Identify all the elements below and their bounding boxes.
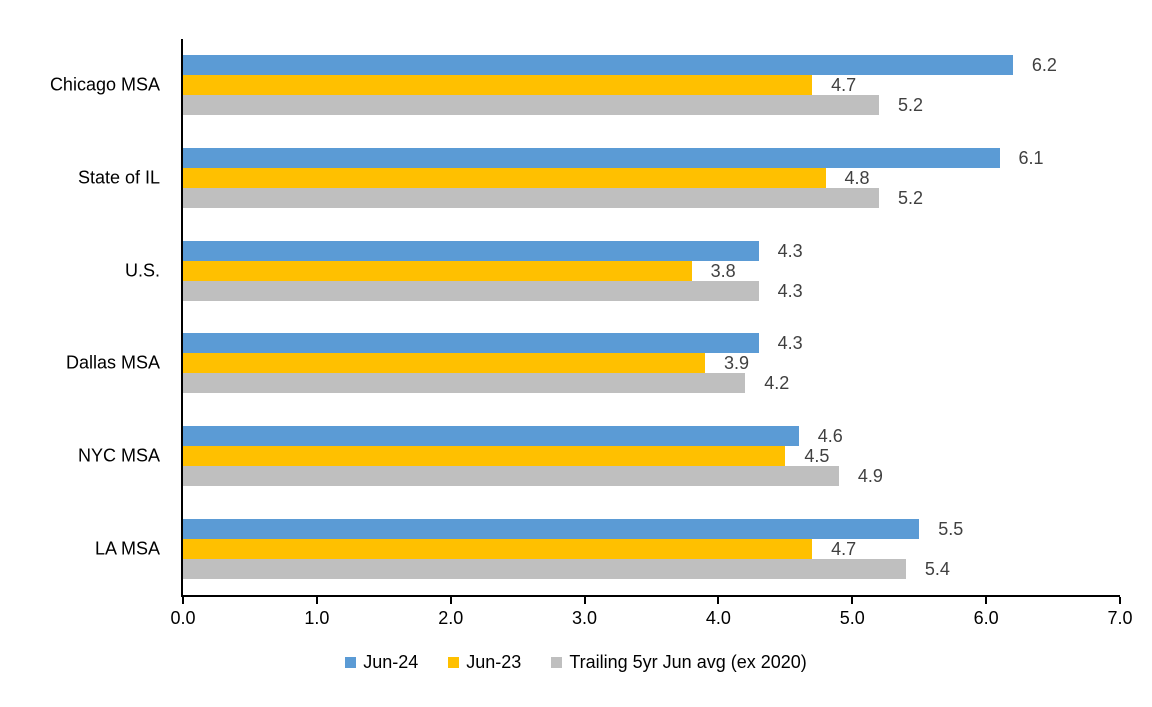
x-axis-tick-label: 6.0: [973, 608, 999, 628]
bar-jun-23-state-of-il: 4.8: [183, 168, 870, 188]
bar-trailing-5yr-jun-avg-ex-2020-nyc-msa: 4.9: [183, 466, 883, 486]
bar-jun-23-dallas-msa: 3.9: [183, 353, 749, 374]
x-axis-tick-mark: [182, 597, 184, 604]
bar-trailing-5yr-jun-avg-ex-2020-chicago-msa: 5.2: [183, 95, 923, 116]
bar-trailing-5yr-jun-avg-ex-2020-state-of-il: 5.2: [183, 188, 923, 208]
bar-jun-24-la-msa: 5.5: [183, 518, 963, 539]
bar-trailing-5yr-jun-avg-ex-2020-dallas-msa: 4.2: [183, 373, 789, 394]
bar-value-label: 4.3: [777, 240, 803, 261]
bar-value-label: 4.8: [844, 168, 870, 188]
bar-jun-24-u-s: 4.3: [183, 240, 803, 261]
legend-label: Jun-23: [466, 652, 522, 672]
x-axis-tick-label: 5.0: [839, 608, 865, 628]
bar-jun-23-u-s: 3.8: [183, 260, 736, 281]
plot-area: 6.2 4.7 5.2 6.1 4.8 5.2 4.3 3.8 4.3 4.3 3.9 4.2 4.6 4…: [170, 39, 1133, 628]
bar-value-label: 5.2: [898, 95, 924, 116]
legend: Jun-24 Jun-23 Trailing 5yr Jun avg (ex 202…: [0, 652, 1152, 673]
legend-item-trailing-5yr-jun-avg-ex-2020: Trailing 5yr Jun avg (ex 2020): [551, 652, 807, 673]
legend-label: Jun-24: [363, 652, 419, 672]
category-label-la-msa: LA MSA: [94, 538, 160, 559]
x-axis-tick-mark: [315, 597, 318, 604]
x-axis-tick-mark: [717, 597, 720, 604]
bar-jun-23-chicago-msa: 4.7: [183, 75, 856, 96]
category-label-dallas-msa: Dallas MSA: [65, 352, 160, 373]
bar-jun-24-nyc-msa: 4.6: [183, 426, 843, 446]
bar-trailing-5yr-jun-avg-ex-2020-u-s: 4.3: [183, 280, 803, 301]
x-axis-tick-mark: [985, 597, 988, 604]
x-axis-tick-label: 4.0: [705, 608, 731, 628]
legend-label: Trailing 5yr Jun avg (ex 2020): [569, 652, 807, 672]
bar-value-label: 6.1: [1018, 148, 1044, 168]
x-axis-tick-label: 1.0: [304, 608, 330, 628]
bar-value-label: 4.3: [777, 280, 803, 301]
legend-swatch-icon: [448, 657, 460, 668]
x-axis-tick-mark: [1119, 597, 1121, 604]
category-label-nyc-msa: NYC MSA: [77, 445, 160, 466]
legend-item-jun-24: Jun-24: [345, 652, 418, 673]
category-label-chicago-msa: Chicago MSA: [49, 74, 160, 95]
bar-jun-24-state-of-il: 6.1: [183, 148, 1044, 168]
x-axis-tick-label: 2.0: [438, 608, 464, 628]
bar-jun-24-chicago-msa: 6.2: [183, 55, 1057, 76]
x-axis-tick-label: 0.0: [170, 608, 196, 628]
x-axis-tick-mark: [583, 597, 586, 604]
x-axis-tick-mark: [851, 597, 854, 604]
category-label-state-of-il: State of IL: [77, 167, 160, 188]
x-axis-tick-mark: [449, 597, 452, 604]
legend-swatch-icon: [551, 657, 563, 668]
bar-trailing-5yr-jun-avg-ex-2020-la-msa: 5.4: [183, 558, 950, 579]
bar-value-label: 3.8: [710, 260, 736, 281]
bar-value-label: 4.5: [804, 446, 830, 466]
bar-value-label: 5.5: [938, 518, 964, 539]
bar-jun-23-nyc-msa: 4.5: [183, 446, 829, 466]
bar-value-label: 3.9: [724, 353, 750, 374]
bar-value-label: 4.9: [857, 466, 883, 486]
x-axis-tick-label: 3.0: [572, 608, 598, 628]
bar-value-label: 4.6: [817, 426, 843, 446]
legend-swatch-icon: [345, 657, 357, 668]
bar-value-label: 4.7: [831, 538, 857, 559]
x-axis-tick-label: 7.0: [1107, 608, 1133, 628]
bar-jun-24-dallas-msa: 4.3: [183, 333, 803, 354]
legend-item-jun-23: Jun-23: [448, 652, 521, 673]
bar-value-label: 6.2: [1031, 55, 1057, 76]
bar-value-label: 5.4: [924, 558, 950, 579]
bar-value-label: 5.2: [898, 188, 924, 208]
category-label-u-s: U.S.: [124, 260, 160, 281]
bar-value-label: 4.2: [764, 373, 790, 394]
bar-jun-23-la-msa: 4.7: [183, 538, 856, 559]
bar-value-label: 4.7: [831, 75, 857, 96]
bar-value-label: 4.3: [777, 333, 803, 354]
